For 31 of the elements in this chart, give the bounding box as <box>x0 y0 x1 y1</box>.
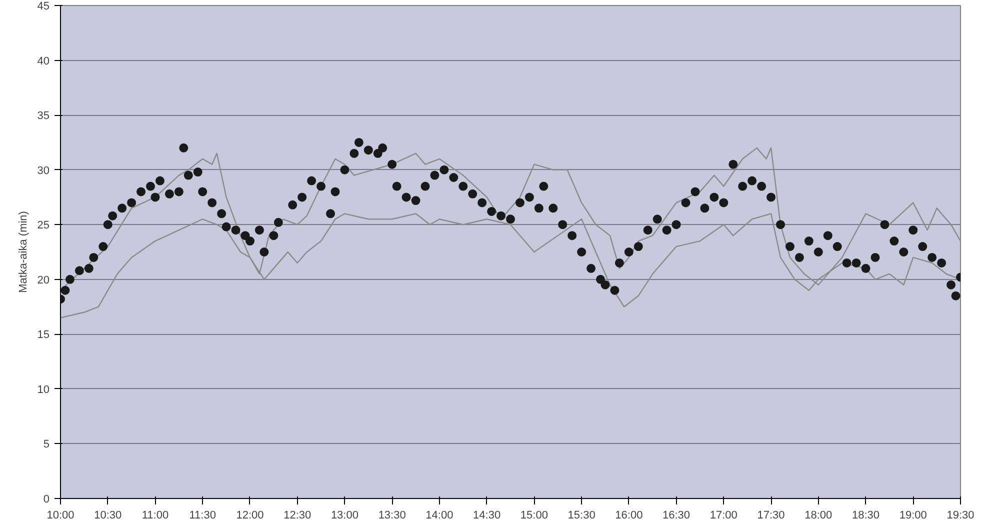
x-tick-label: 17:30 <box>757 510 785 522</box>
y-tick-label: 15 <box>37 329 50 342</box>
x-tick-label: 10:30 <box>94 510 122 522</box>
x-tick-label: 15:30 <box>568 510 596 522</box>
y-tick-label: 30 <box>37 164 50 177</box>
x-tick-label: 14:00 <box>426 510 454 522</box>
x-tick-label: 12:30 <box>284 510 312 522</box>
x-tick-label: 17:00 <box>710 510 738 522</box>
y-tick-label: 45 <box>37 0 50 12</box>
y-tick-label: 20 <box>37 274 50 286</box>
x-tick-label: 11:00 <box>142 510 169 522</box>
x-tick-label: 11:30 <box>189 510 216 522</box>
y-tick-label: 0 <box>43 494 50 506</box>
x-tick-label: 14:30 <box>473 510 501 522</box>
y-tick-label: 5 <box>43 438 50 451</box>
x-tick-label: 16:30 <box>662 510 690 522</box>
x-tick-label: 12:00 <box>236 510 264 522</box>
x-tick-label: 10:00 <box>46 510 74 522</box>
y-tick-label: 10 <box>37 384 50 396</box>
x-tick-label: 13:30 <box>378 510 406 522</box>
x-tick-label: 18:30 <box>852 510 880 522</box>
x-tick-label: 19:30 <box>946 510 974 522</box>
y-tick-label: 25 <box>37 220 50 232</box>
x-tick-label: 16:00 <box>615 510 643 522</box>
x-tick-label: 13:00 <box>330 510 358 522</box>
x-tick-label: 19:00 <box>899 510 927 522</box>
y-tick-label: 40 <box>37 55 50 68</box>
x-tick-label: 18:00 <box>804 510 832 522</box>
x-tick-label: 15:00 <box>520 510 548 522</box>
y-tick-label: 35 <box>37 110 50 122</box>
y-axis-title: Matka-aika (min) <box>17 211 30 293</box>
